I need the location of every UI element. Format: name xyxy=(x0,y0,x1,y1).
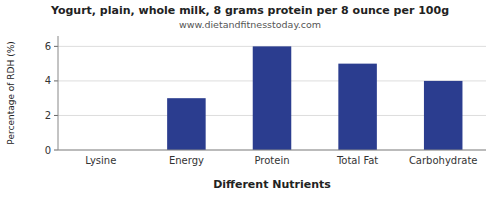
subtitle: www.dietandfitnesstoday.com xyxy=(179,19,321,30)
y-axis-label: Percentage of RDH (%) xyxy=(6,41,16,144)
bar xyxy=(424,81,463,150)
x-tick-label: Lysine xyxy=(85,155,116,166)
x-axis-line xyxy=(58,150,486,151)
y-tick-label: 2 xyxy=(45,110,51,121)
y-tick xyxy=(54,150,58,151)
grid-line xyxy=(58,150,486,151)
x-axis-label: Different Nutrients xyxy=(213,178,331,191)
chart-svg: Yogurt, plain, whole milk, 8 grams prote… xyxy=(0,0,500,200)
chart-container: Yogurt, plain, whole milk, 8 grams prote… xyxy=(0,0,500,200)
y-tick-label: 6 xyxy=(45,41,51,52)
x-axis: Lysine Energy Protein Total Fat Carbohydrate xyxy=(85,155,477,166)
x-tick-label: Protein xyxy=(254,155,289,166)
bar xyxy=(167,98,206,150)
y-tick-label: 0 xyxy=(45,145,51,156)
bars xyxy=(167,46,462,150)
title: Yogurt, plain, whole milk, 8 grams prote… xyxy=(50,4,449,17)
y-tick xyxy=(54,115,58,116)
y-axis-line xyxy=(58,36,59,150)
x-tick-label: Total Fat xyxy=(336,155,378,166)
y-axis: 0 2 4 6 xyxy=(45,36,58,156)
y-tick-label: 4 xyxy=(45,75,51,86)
x-tick-label: Energy xyxy=(169,155,204,166)
y-grid xyxy=(58,46,486,150)
bar xyxy=(253,46,292,150)
y-tick xyxy=(54,80,58,81)
x-tick-label: Carbohydrate xyxy=(409,155,478,166)
y-tick xyxy=(54,46,58,47)
bar xyxy=(338,64,377,150)
